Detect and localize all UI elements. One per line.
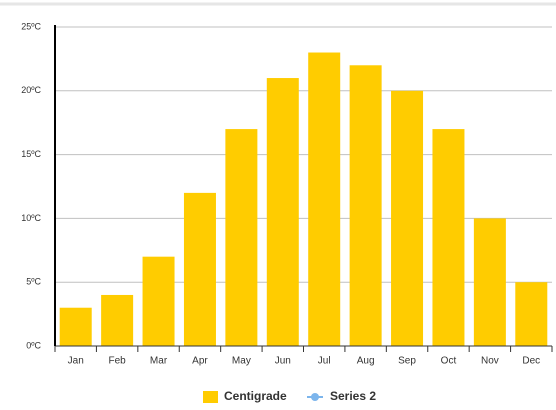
bar <box>225 129 258 346</box>
bar <box>266 78 299 346</box>
bar <box>391 90 424 346</box>
legend-swatch <box>203 391 218 403</box>
y-tick-label: 20ºC <box>21 85 41 95</box>
x-tick-label: Jun <box>275 356 291 367</box>
bar <box>473 218 506 346</box>
bar <box>142 256 175 346</box>
x-tick-label: Dec <box>522 356 540 367</box>
x-tick-label: May <box>232 356 251 367</box>
bar <box>183 192 216 346</box>
x-tick-label: Oct <box>441 356 457 367</box>
x-tick-label: Jul <box>318 356 331 367</box>
legend-label: Series 2 <box>330 389 376 403</box>
x-tick-label: Aug <box>357 356 375 367</box>
y-tick-label: 15ºC <box>21 149 41 159</box>
x-tick-label: Apr <box>192 356 208 367</box>
bar <box>432 129 465 346</box>
x-tick-label: Jan <box>68 356 84 367</box>
x-tick-label: Mar <box>150 356 168 367</box>
bar <box>349 65 382 346</box>
y-tick-label: 5ºC <box>26 277 41 287</box>
x-tick-label: Sep <box>398 356 416 367</box>
bar <box>101 294 134 346</box>
legend-label: Centigrade <box>224 389 287 403</box>
legend-marker <box>311 393 319 401</box>
y-tick-label: 10ºC <box>21 213 41 223</box>
bar <box>308 52 341 347</box>
y-tick-label: 0ºC <box>26 340 41 350</box>
x-tick-label: Feb <box>109 356 127 367</box>
y-tick-label: 25ºC <box>21 21 41 31</box>
x-tick-label: Nov <box>481 356 499 367</box>
bar <box>515 282 548 346</box>
bar <box>59 307 92 346</box>
